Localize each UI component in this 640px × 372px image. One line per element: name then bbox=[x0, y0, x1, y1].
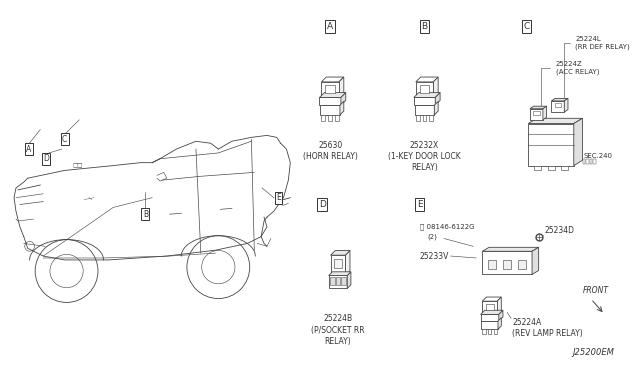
Bar bbox=[483, 301, 497, 314]
Bar bbox=[414, 97, 435, 105]
Text: (2): (2) bbox=[428, 233, 437, 240]
Bar bbox=[321, 115, 325, 121]
Bar bbox=[494, 329, 497, 334]
Bar bbox=[586, 158, 589, 164]
Text: C: C bbox=[62, 135, 67, 144]
Text: D: D bbox=[43, 154, 49, 163]
Bar bbox=[422, 115, 426, 121]
Polygon shape bbox=[530, 106, 547, 109]
Text: 25234D: 25234D bbox=[544, 226, 574, 235]
Text: SEC.240: SEC.240 bbox=[583, 153, 612, 159]
Bar bbox=[319, 97, 341, 105]
Polygon shape bbox=[528, 118, 582, 124]
Bar bbox=[328, 115, 332, 121]
Bar bbox=[488, 260, 497, 269]
Bar bbox=[334, 259, 342, 268]
Bar bbox=[321, 82, 339, 97]
Bar bbox=[415, 105, 435, 115]
Bar bbox=[335, 278, 340, 285]
Circle shape bbox=[202, 250, 235, 284]
Polygon shape bbox=[339, 77, 344, 97]
Bar bbox=[416, 82, 433, 97]
Bar bbox=[582, 158, 585, 164]
Polygon shape bbox=[564, 98, 568, 112]
Bar bbox=[528, 124, 574, 166]
Bar bbox=[534, 166, 541, 170]
Bar bbox=[416, 115, 420, 121]
Polygon shape bbox=[416, 77, 438, 82]
Text: A: A bbox=[327, 22, 333, 31]
Text: B: B bbox=[422, 22, 428, 31]
Text: 25232X
(1-KEY DOOR LOCK
RELAY): 25232X (1-KEY DOOR LOCK RELAY) bbox=[388, 141, 461, 173]
Text: B: B bbox=[143, 210, 148, 219]
Text: C: C bbox=[524, 22, 530, 31]
Text: D: D bbox=[319, 200, 326, 209]
Text: 25630
(HORN RELAY): 25630 (HORN RELAY) bbox=[303, 141, 358, 161]
Bar bbox=[503, 260, 511, 269]
Polygon shape bbox=[481, 310, 503, 314]
Polygon shape bbox=[497, 297, 501, 314]
Circle shape bbox=[35, 240, 98, 302]
Bar bbox=[335, 115, 339, 121]
Polygon shape bbox=[319, 93, 346, 97]
Bar bbox=[593, 158, 596, 164]
Bar bbox=[481, 321, 498, 329]
Bar bbox=[518, 260, 526, 269]
Bar bbox=[533, 110, 540, 115]
Bar bbox=[420, 85, 429, 93]
Polygon shape bbox=[414, 93, 440, 97]
Polygon shape bbox=[498, 318, 501, 329]
Text: 25233V: 25233V bbox=[420, 251, 449, 260]
Polygon shape bbox=[499, 310, 503, 321]
Polygon shape bbox=[574, 118, 582, 166]
Polygon shape bbox=[435, 101, 438, 115]
Polygon shape bbox=[341, 93, 346, 105]
Text: 25224B
(P/SOCKET RR
RELAY): 25224B (P/SOCKET RR RELAY) bbox=[311, 314, 365, 346]
Text: 25224Z
(ACC RELAY): 25224Z (ACC RELAY) bbox=[541, 61, 600, 108]
Bar bbox=[341, 278, 346, 285]
Text: 25224A
(REV LAMP RELAY): 25224A (REV LAMP RELAY) bbox=[512, 318, 583, 339]
Bar bbox=[561, 166, 568, 170]
Bar bbox=[329, 276, 348, 288]
Polygon shape bbox=[532, 247, 539, 275]
Polygon shape bbox=[321, 77, 344, 82]
Bar bbox=[488, 329, 492, 334]
Polygon shape bbox=[331, 251, 350, 255]
Bar bbox=[547, 166, 554, 170]
Bar bbox=[481, 314, 499, 321]
Bar bbox=[555, 103, 561, 108]
Bar bbox=[330, 278, 335, 285]
Bar bbox=[429, 115, 433, 121]
Bar bbox=[483, 251, 532, 275]
Polygon shape bbox=[348, 272, 351, 288]
Text: A: A bbox=[26, 145, 31, 154]
Bar bbox=[530, 109, 543, 120]
Polygon shape bbox=[551, 98, 568, 101]
Text: J25200EM: J25200EM bbox=[572, 348, 614, 357]
Bar bbox=[325, 85, 335, 93]
Bar bbox=[589, 158, 592, 164]
Polygon shape bbox=[340, 101, 344, 115]
Circle shape bbox=[187, 236, 250, 299]
Bar bbox=[331, 255, 346, 276]
Polygon shape bbox=[483, 247, 539, 251]
Bar bbox=[486, 304, 494, 310]
Text: E: E bbox=[417, 200, 422, 209]
Text: Ⓑ 08146-6122G: Ⓑ 08146-6122G bbox=[420, 224, 474, 230]
Text: FRONT: FRONT bbox=[583, 286, 609, 295]
Bar bbox=[321, 105, 340, 115]
Polygon shape bbox=[346, 251, 350, 276]
Text: 25224L
(RR DEF RELAY): 25224L (RR DEF RELAY) bbox=[564, 36, 630, 102]
Bar bbox=[483, 329, 486, 334]
Polygon shape bbox=[435, 93, 440, 105]
Text: □□: □□ bbox=[72, 163, 83, 168]
Text: E: E bbox=[276, 193, 281, 202]
Polygon shape bbox=[483, 297, 501, 301]
Polygon shape bbox=[329, 272, 351, 276]
Bar bbox=[551, 101, 564, 112]
Polygon shape bbox=[433, 77, 438, 97]
Circle shape bbox=[50, 254, 83, 288]
Circle shape bbox=[25, 241, 35, 251]
Polygon shape bbox=[543, 106, 547, 120]
